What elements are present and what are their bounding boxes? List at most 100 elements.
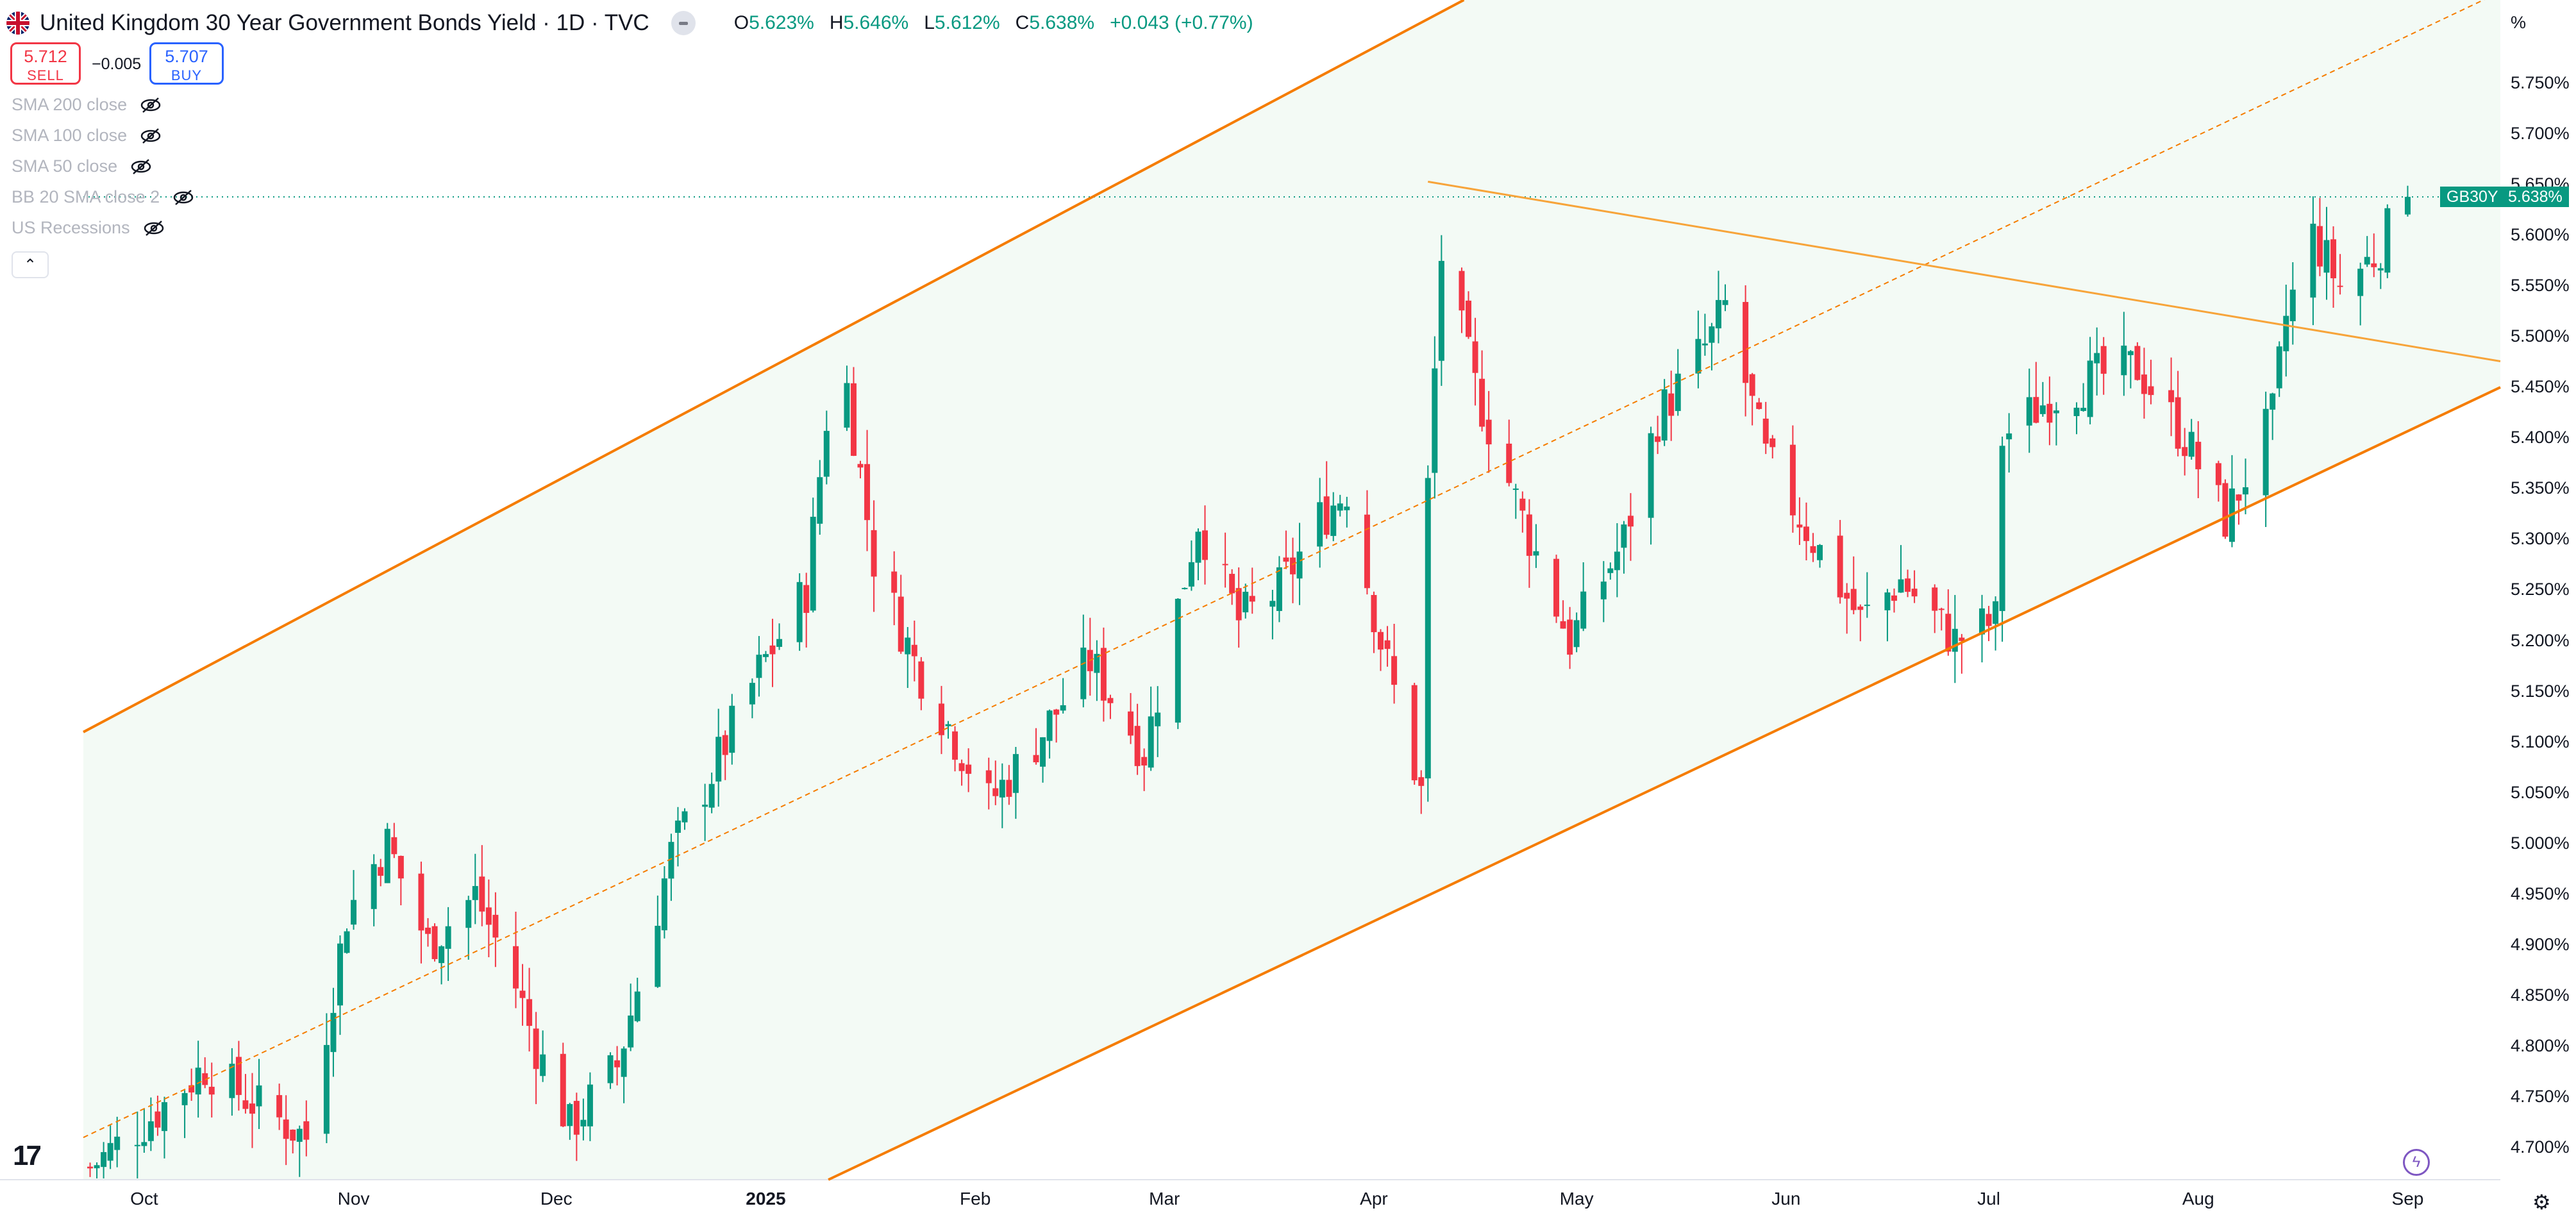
candle-body: [560, 1053, 566, 1126]
candle-body: [1533, 551, 1539, 556]
tradingview-logo[interactable]: 17: [13, 1140, 42, 1171]
eye-hidden-icon[interactable]: [143, 220, 165, 237]
candle-body: [1938, 608, 1945, 610]
candle-body: [1337, 503, 1343, 511]
candle-body: [1959, 637, 1965, 641]
candle-body: [864, 464, 871, 521]
resistance-trendline[interactable]: [1428, 180, 2501, 362]
symbol-title[interactable]: United Kingdom 30 Year Government Bonds …: [40, 10, 649, 35]
candle: [323, 1013, 330, 1144]
candle-body: [2188, 431, 2195, 457]
ohlc-value: 5.623%: [749, 12, 814, 33]
indicator-label: BB 20 SMA close 2: [12, 187, 160, 206]
candle: [202, 1057, 208, 1089]
channel-upper-line[interactable]: [83, 0, 1465, 733]
price-tick-label: 4.950%: [2511, 883, 2570, 903]
eye-hidden-icon[interactable]: [140, 128, 162, 144]
indicator-row[interactable]: SMA 50 close: [12, 156, 152, 176]
candle-body: [1485, 419, 1492, 445]
candle: [378, 858, 384, 887]
candle-body: [1810, 546, 1816, 553]
candle-body: [992, 788, 999, 796]
candle-body: [2033, 397, 2039, 423]
eye-hidden-icon[interactable]: [130, 158, 152, 175]
candle: [1222, 532, 1228, 588]
candle-body: [810, 517, 816, 611]
channel-mid-line[interactable]: [83, 0, 2500, 1139]
candle-body: [1844, 592, 1850, 599]
indicator-row[interactable]: SMA 200 close: [12, 95, 162, 115]
channel-lower-line[interactable]: [828, 386, 2501, 1181]
candle-body: [2175, 397, 2181, 449]
candle: [2276, 341, 2282, 398]
candle: [2330, 226, 2337, 308]
candle: [2310, 196, 2316, 326]
indicator-row[interactable]: US Recessions: [12, 218, 165, 238]
candle: [141, 1108, 147, 1153]
candle-body: [1661, 389, 1668, 441]
collapse-legend-icon[interactable]: [671, 11, 696, 35]
candle-body: [722, 735, 728, 755]
candle: [344, 928, 350, 954]
candle-body: [966, 764, 972, 774]
candle-body: [1438, 260, 1444, 361]
candle: [2094, 327, 2100, 396]
candle: [1945, 589, 1952, 656]
candle-body: [1249, 596, 1255, 602]
candle-body: [2236, 494, 2242, 501]
candle: [722, 730, 728, 780]
candle: [2270, 392, 2276, 440]
candle: [479, 845, 485, 926]
collapse-indicators-button[interactable]: ⌃: [12, 251, 49, 278]
candle: [1526, 499, 1532, 588]
eye-hidden-icon[interactable]: [172, 189, 194, 206]
candle: [101, 1142, 107, 1178]
candle-body: [1884, 592, 1891, 610]
candle: [1573, 612, 1580, 653]
spread-value: −0.005: [92, 55, 142, 73]
gear-icon[interactable]: ⚙: [2532, 1191, 2551, 1214]
candle-body: [431, 926, 438, 959]
sell-button[interactable]: 5.712 SELL: [10, 42, 81, 85]
candle-body: [729, 705, 735, 753]
candle-body: [850, 383, 857, 456]
candle-body: [1850, 589, 1857, 610]
candle: [229, 1048, 235, 1116]
candle-body: [2270, 393, 2276, 410]
lightning-icon[interactable]: ϟ: [2403, 1149, 2430, 1176]
candle-body: [1945, 614, 1952, 652]
candle: [107, 1125, 113, 1169]
candle: [2127, 349, 2134, 389]
candle: [871, 500, 877, 612]
candle: [1911, 570, 1918, 603]
candle-body: [235, 1057, 242, 1095]
candle-body: [303, 1121, 310, 1140]
candle: [729, 694, 735, 765]
candle-body: [702, 805, 708, 807]
candle-body: [2087, 360, 2093, 417]
candle: [1661, 379, 1668, 446]
candle: [87, 1162, 94, 1177]
indicator-row[interactable]: SMA 100 close: [12, 126, 162, 146]
price-axis-unit[interactable]: %: [2511, 13, 2527, 32]
candle: [1668, 371, 1675, 441]
buy-button[interactable]: 5.707 BUY: [149, 42, 224, 85]
candle-body: [1384, 640, 1391, 649]
candle: [1762, 401, 1769, 455]
candle: [1614, 523, 1620, 598]
candle: [1155, 686, 1161, 757]
candle: [621, 1046, 627, 1103]
candle-body: [1905, 578, 1911, 592]
price-tick-label: 5.500%: [2511, 326, 2570, 346]
eye-hidden-icon[interactable]: [140, 97, 162, 113]
candle: [918, 657, 924, 710]
candle: [905, 626, 911, 689]
candle: [1817, 544, 1823, 568]
price-tick-label: 4.900%: [2511, 934, 2570, 954]
indicator-row[interactable]: BB 20 SMA close 2: [12, 187, 194, 207]
candle-body: [1364, 514, 1370, 589]
candle-body: [1756, 402, 1762, 409]
candle-body: [1033, 755, 1039, 762]
price-tick-label: 5.250%: [2511, 580, 2570, 599]
